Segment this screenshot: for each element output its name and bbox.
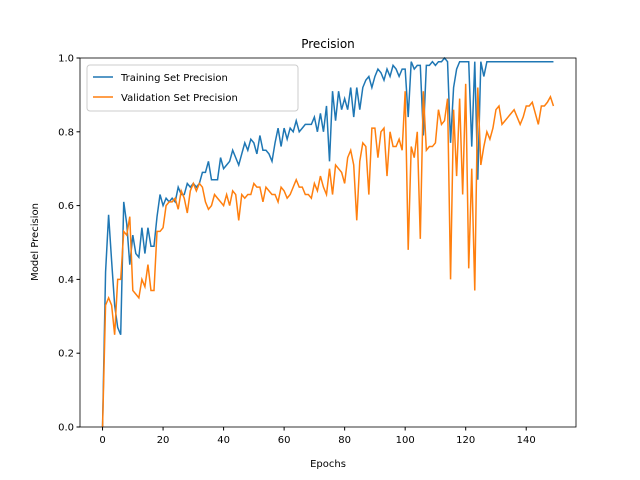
x-tick-label: 0 [99, 435, 105, 446]
y-tick-label: 0.4 [58, 275, 74, 286]
y-tick-label: 0.6 [58, 201, 74, 212]
x-tick-label: 60 [278, 435, 291, 446]
y-tick-label: 0.8 [58, 127, 74, 138]
data-line [101, 56, 554, 428]
legend-label: Validation Set Precision [121, 93, 238, 104]
y-tick-label: 0.2 [58, 349, 74, 360]
x-tick-label: 140 [517, 435, 536, 446]
chart-title: Precision [301, 37, 355, 51]
y-axis-label: Model Precision [30, 203, 41, 281]
x-axis-label: Epochs [310, 459, 346, 470]
x-tick-label: 120 [456, 435, 475, 446]
x-tick-label: 20 [157, 435, 170, 446]
data-line [101, 83, 555, 428]
x-tick-label: 100 [396, 435, 415, 446]
legend-box [86, 64, 299, 112]
plot-frame [79, 57, 577, 428]
legend-label: Training Set Precision [120, 73, 228, 84]
x-tick-label: 40 [217, 435, 230, 446]
y-tick-label: 1.0 [58, 54, 74, 65]
y-tick-label: 0.0 [58, 423, 74, 434]
x-tick-label: 80 [338, 435, 351, 446]
